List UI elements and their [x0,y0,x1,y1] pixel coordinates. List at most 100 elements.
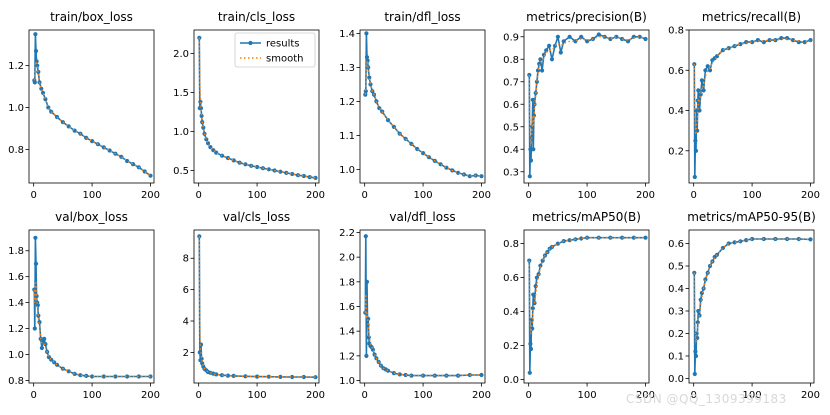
results-point [530,97,535,102]
results-point [35,63,40,68]
y-tick-label: 1.2 [339,351,355,362]
results-point [364,279,370,284]
x-tick-label: 200 [801,190,820,201]
y-tick-label: 1.1 [339,131,355,142]
results-point [767,38,772,43]
results-point [54,114,60,120]
results-point [301,173,306,179]
subplot-title: metrics/mAP50-95(B) [687,210,816,224]
results-point [199,113,204,118]
y-tick-label: 0.4 [503,145,519,156]
results-point [693,138,698,143]
axes-frame [28,229,155,384]
y-tick-label: 0.8 [503,239,519,250]
y-tick-label: 2.0 [339,253,355,264]
results-point [148,374,153,379]
smooth-line [693,238,811,343]
x-tick-label: 100 [248,190,267,201]
results-point [198,106,204,111]
results-point [42,336,47,341]
y-tick-label: 4 [183,317,189,328]
results-point [738,239,743,244]
legend-smooth-label: smooth [266,54,303,65]
results-point [33,235,38,240]
legend-results-marker [248,40,253,46]
results-point [808,237,813,242]
x-tick-label: 100 [743,190,762,201]
subplot-7: val/cls_loss 0 100 200 2 4 6 8 [183,210,325,401]
smooth-line [33,282,151,378]
subplot-title: val/box_loss [55,210,128,224]
results-point [409,141,414,146]
results-point [643,235,648,240]
y-tick-label: 1.0 [339,165,355,176]
results-point [808,38,813,43]
smooth-line [693,38,811,135]
subplot-title: metrics/precision(B) [526,10,647,24]
results-point [538,263,543,268]
y-tick-label: 2 [183,348,189,359]
results-line [198,236,316,378]
y-tick-label: 0.2 [503,341,519,352]
results-point [60,120,65,125]
results-point [136,374,141,379]
axes-frame [359,29,486,184]
x-tick-label: 200 [306,390,325,401]
results-point [199,356,204,361]
results-point [705,64,710,69]
x-tick-label: 200 [306,190,325,201]
axes-frame [28,29,155,184]
results-point [33,261,39,266]
subplot-6: val/box_loss 0 100 200 0.8 1.0 1.2 1.4 1.6 1.8 [8,210,160,401]
y-tick-label: 1.0 [173,127,189,138]
results-point [214,372,219,377]
x-tick-label: 0 [361,390,367,401]
subplot-8: val/dfl_loss 0 100 200 1.0 1.2 1.4 1.6 1.8 2.0 2.2 [339,210,491,401]
results-line [528,236,646,373]
smooth-line [528,236,646,334]
results-point [78,373,83,378]
y-tick-label: 0.4 [503,307,519,318]
results-point [732,240,737,245]
smooth-line [198,37,316,179]
results-point [699,78,705,83]
results-point [695,128,700,133]
results-point [726,241,731,246]
results-point [579,236,584,241]
results-point [620,36,625,42]
y-tick-label: 0.2 [668,146,684,157]
y-tick-label: 0.6 [668,239,684,250]
results-point [528,147,533,152]
y-tick-label: 0.6 [668,66,684,77]
y-tick-label: 0.4 [668,106,684,117]
results-line [364,236,482,377]
results-point [693,349,698,354]
results-point [547,43,552,48]
results-point [631,235,636,240]
results-point [290,171,295,177]
x-tick-label: 100 [414,190,433,201]
results-point [703,277,708,282]
y-tick-label: 1.2 [8,324,24,335]
subplot-title: val/dfl_loss [389,210,455,224]
axes-frame [688,229,815,384]
results-point [313,375,318,380]
y-tick-label: 1.2 [8,61,24,72]
results-point [43,342,48,347]
subplot-2: train/cls_loss 0 100 200 0.5 1.0 1.5 2.0 results… [173,10,325,201]
legend-results-label: results [266,39,300,50]
subplot-title: train/cls_loss [218,10,295,24]
y-tick-label: 0.3 [668,307,684,318]
results-point [255,164,260,170]
results-point [538,57,543,62]
x-tick-label: 0 [30,190,36,201]
y-tick-label: 2.2 [339,228,355,239]
results-point [397,372,402,377]
results-point [84,135,89,140]
results-point [364,353,369,358]
x-tick-label: 0 [690,190,696,201]
results-point [558,50,563,55]
x-tick-label: 200 [141,390,160,401]
y-tick-label: 0.8 [8,145,24,156]
